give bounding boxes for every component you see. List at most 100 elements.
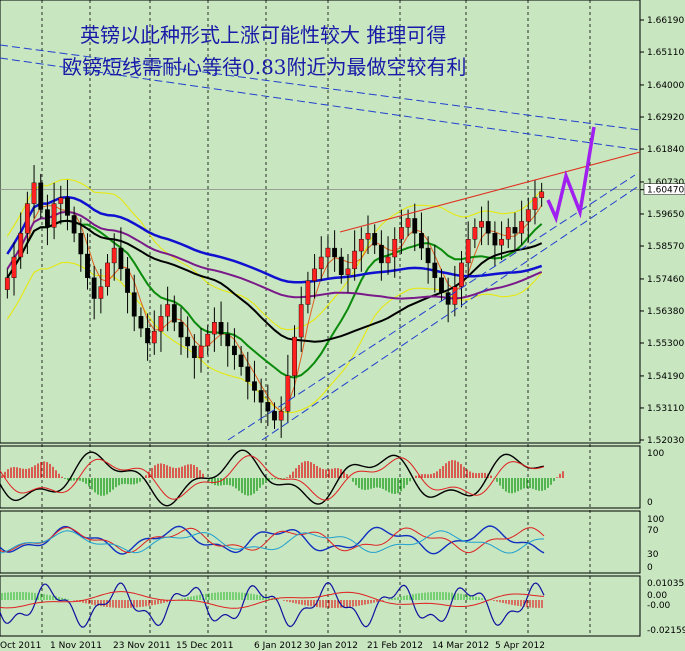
candle-body (298, 304, 304, 338)
candle-body (138, 316, 144, 329)
price-tick-label: 1.58570 (647, 242, 684, 252)
candle-body (419, 233, 424, 249)
candle-body (191, 345, 197, 359)
price-panel (0, 0, 641, 444)
date-tick-label: 30 Jan 2012 (304, 641, 358, 651)
date-axis-ticks: Oct 2011 1 Nov 2011 23 Nov 2011 15 Dec 2011… (0, 641, 545, 651)
candle-body (532, 197, 538, 210)
date-tick-label: 6 Jan 2012 (254, 641, 302, 651)
candle-body (65, 197, 70, 216)
rsi-line-blue (0, 525, 545, 555)
date-tick-label: 23 Nov 2011 (113, 641, 171, 651)
candle-body (385, 256, 391, 264)
candle-body (525, 209, 531, 222)
candle-body (432, 262, 438, 278)
price-tick-label: 1.56380 (647, 307, 684, 317)
oscillator-signal-line (0, 591, 545, 609)
candle-body (519, 221, 525, 234)
candle-body (412, 218, 418, 234)
ma-short-line (6, 219, 543, 379)
support-channel-upper (227, 174, 636, 441)
candle-body (405, 218, 411, 228)
rsi-panel (0, 510, 641, 574)
price-tick-label: 1.64000 (647, 81, 684, 91)
candle-body (198, 345, 204, 359)
candlesticks (4, 165, 545, 438)
rsi-line-red (0, 527, 545, 554)
osc-tick-label: -0.02159 (647, 626, 685, 636)
candle-body (165, 304, 171, 317)
rising-trend-line (339, 151, 641, 233)
price-tick-label: 1.66190 (647, 16, 684, 26)
osc-tick-label: 0.00 (647, 591, 667, 601)
macd-line (0, 449, 545, 507)
candle-body (151, 330, 157, 344)
candle-body (505, 227, 511, 240)
candle-body (539, 191, 545, 198)
candle-body (372, 233, 378, 246)
macd-signal-line (0, 455, 545, 501)
candle-body (318, 256, 324, 270)
macd-tick-label: 100 (647, 449, 664, 459)
title-line-1: 英镑以此种形式上涨可能性较大 推理可得 (80, 23, 446, 47)
candle-body (465, 238, 471, 264)
candle-body (325, 247, 331, 258)
candle-body (292, 336, 297, 376)
candle-body (472, 227, 478, 240)
price-tick-label: 1.59650 (647, 210, 684, 220)
candle-body (352, 250, 358, 270)
date-tick-label: 21 Feb 2012 (367, 641, 423, 651)
rsi-line-cyan (0, 530, 545, 554)
candle-body (459, 262, 464, 287)
price-tick-label: 1.61840 (647, 145, 684, 155)
candle-body (4, 277, 10, 290)
rsi-tick-label: 100 (647, 515, 664, 525)
rsi-tick-label: 70 (647, 526, 659, 536)
candle-body (305, 280, 311, 305)
candle-body (105, 262, 110, 287)
candle-body (118, 247, 124, 270)
support-channel-lower (261, 184, 641, 441)
price-tick-label: 1.60730 (647, 178, 684, 188)
candle-body (399, 227, 404, 240)
candle-body (278, 411, 284, 421)
candle-body (178, 322, 184, 338)
candle-body (78, 233, 84, 255)
candle-body (439, 277, 444, 293)
price-tick-label: 1.65110 (647, 48, 684, 58)
candle-body (218, 322, 224, 335)
candle-body (85, 253, 90, 278)
price-tick-label: 1.52030 (647, 436, 684, 446)
candle-body (485, 221, 491, 234)
candle-body (38, 182, 44, 210)
indicator-lines (0, 449, 564, 628)
candle-body (205, 333, 211, 347)
date-tick-label: 14 Mar 2012 (432, 641, 489, 651)
candle-body (58, 197, 64, 204)
date-tick-label: 1 Nov 2011 (50, 641, 102, 651)
candle-body (358, 238, 364, 252)
candle-body (238, 354, 244, 367)
candle-body (98, 286, 104, 299)
candle-body (71, 215, 77, 234)
candle-body (111, 247, 117, 264)
current-price-box (643, 183, 685, 195)
price-tick-label: 1.60470 (647, 186, 684, 196)
candle-body (338, 256, 344, 275)
date-tick-label: 5 Apr 2012 (495, 641, 545, 651)
candle-body (492, 233, 498, 246)
rsi-tick-label: 30 (647, 550, 659, 560)
candle-body (392, 238, 398, 258)
macd-tick-label: 0 (647, 498, 653, 508)
price-tick-label: 1.53110 (647, 404, 684, 414)
candle-body (332, 247, 338, 258)
candle-body (125, 268, 130, 293)
candle-body (452, 286, 458, 305)
price-tick-label: 1.57460 (647, 275, 684, 285)
title-line-2: 欧镑短线需耐心等待0.83附近为最做空较有利 (62, 55, 467, 79)
bollinger-upper-band (6, 178, 543, 331)
oscillator-line (0, 581, 545, 628)
osc-tick-label: -0.00 (647, 601, 671, 611)
